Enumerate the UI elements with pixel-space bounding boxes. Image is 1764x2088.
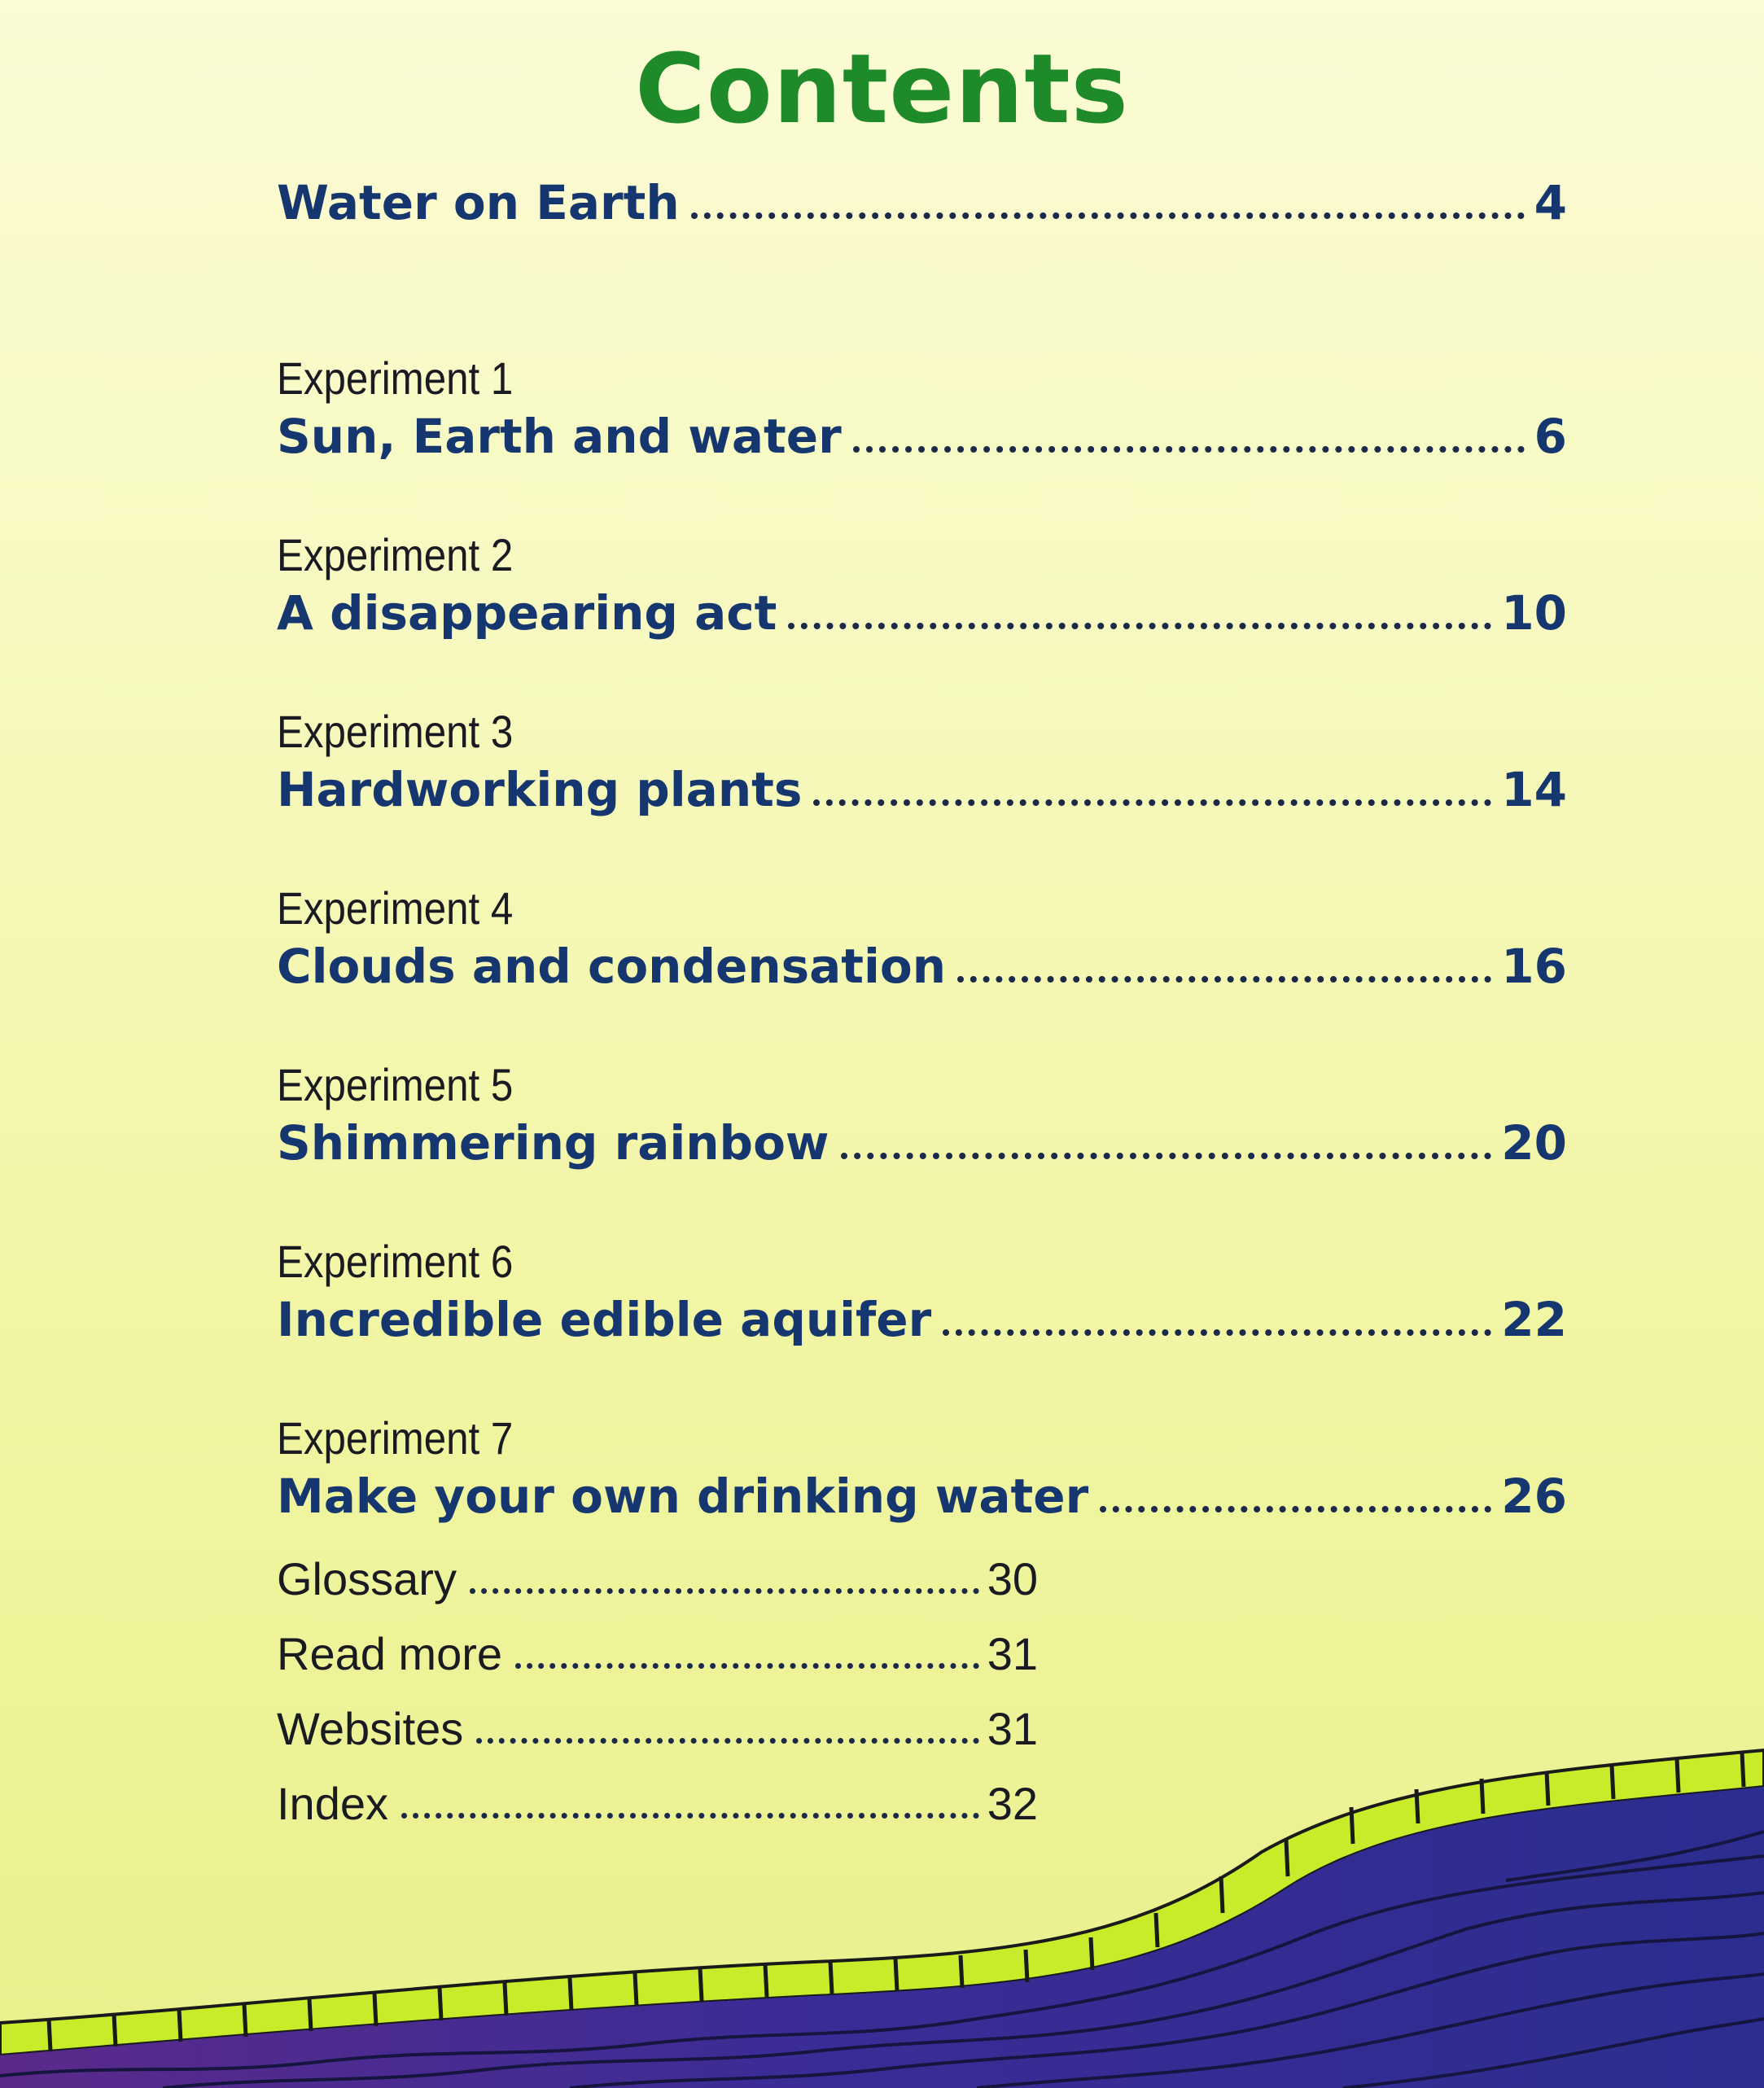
dot-leader [469,1588,979,1594]
toc-list: Water on Earth 4 Experiment 1 Sun, Earth… [277,175,1567,1588]
wave-sea [0,1787,1764,2088]
page-title: Contents [635,33,1129,145]
dot-leader [957,976,1492,983]
toc-entry[interactable]: Experiment 5 Shimmering rainbow 20 [277,1058,1567,1235]
back-matter-label: Glossary [277,1553,457,1604]
wave-lines [0,1830,1764,2088]
back-matter-label: Read more [277,1628,503,1679]
dot-leader [788,623,1492,629]
back-matter-item[interactable]: Index 32 [277,1755,1038,1830]
toc-entry[interactable]: Experiment 6 Incredible edible aquifer 2… [277,1235,1567,1412]
dot-leader [476,1738,979,1744]
dot-leader [943,1329,1492,1336]
back-matter-item[interactable]: Websites 31 [277,1680,1038,1755]
dot-leader [1100,1506,1492,1512]
toc-title: Incredible edible aquifer [277,1292,932,1347]
toc-title: Sun, Earth and water [277,409,842,464]
toc-row: Water on Earth 4 [277,175,1567,230]
dot-leader [840,1153,1492,1159]
dot-leader [852,446,1525,453]
toc-page-number: 16 [1501,939,1567,994]
back-matter-label: Index [277,1778,388,1829]
toc-title: Water on Earth [277,175,680,230]
back-matter-item[interactable]: Glossary 30 [277,1530,1038,1605]
toc-entry[interactable]: Experiment 4 Clouds and condensation 16 [277,882,1567,1058]
back-matter-label: Websites [277,1703,464,1754]
toc-page-number: 22 [1501,1292,1567,1347]
back-matter-page-number: 32 [987,1778,1038,1829]
toc-title: Make your own drinking water [277,1469,1089,1524]
wave-decoration [0,1748,1764,2088]
toc-page-number: 4 [1534,175,1567,230]
dot-leader [690,212,1525,219]
experiment-label: Experiment 7 [277,1412,514,1464]
toc-row: A disappearing act 10 [277,585,1567,641]
toc-row: Make your own drinking water 26 [277,1469,1567,1524]
toc-title: Hardworking plants [277,762,803,817]
back-matter-page-number: 31 [987,1703,1038,1754]
toc-page-number: 26 [1501,1469,1567,1524]
experiment-label: Experiment 4 [277,882,514,934]
toc-page-number: 20 [1501,1115,1567,1171]
toc-row: Clouds and condensation 16 [277,939,1567,994]
experiment-label: Experiment 3 [277,706,514,757]
toc-entry[interactable]: Experiment 1 Sun, Earth and water 6 [277,352,1567,528]
toc-row: Hardworking plants 14 [277,762,1567,817]
toc-page-number: 14 [1501,762,1567,817]
experiment-label: Experiment 2 [277,529,514,580]
toc-entry[interactable]: Experiment 7 Make your own drinking wate… [277,1412,1567,1588]
toc-page-number: 6 [1534,409,1567,464]
toc-row: Incredible edible aquifer 22 [277,1292,1567,1347]
toc-page-number: 10 [1501,585,1567,641]
dot-leader [813,799,1492,806]
back-matter-list: Glossary 30 Read more 31 Websites 31 Ind… [277,1530,1038,1830]
back-matter-page-number: 31 [987,1628,1038,1679]
toc-row: Sun, Earth and water 6 [277,409,1567,464]
toc-title: A disappearing act [277,585,777,641]
back-matter-item[interactable]: Read more 31 [277,1605,1038,1680]
toc-row: Shimmering rainbow 20 [277,1115,1567,1171]
dot-leader [515,1663,979,1669]
back-matter-page-number: 30 [987,1553,1038,1604]
dot-leader [401,1813,979,1819]
experiment-label: Experiment 1 [277,352,514,404]
toc-entry[interactable]: Experiment 2 A disappearing act 10 [277,528,1567,705]
toc-entry[interactable]: Water on Earth 4 [277,175,1567,352]
toc-title: Clouds and condensation [277,939,947,994]
wave-band-ticks [46,1752,1746,2052]
experiment-label: Experiment 6 [277,1236,514,1287]
experiment-label: Experiment 5 [277,1059,514,1110]
toc-entry[interactable]: Experiment 3 Hardworking plants 14 [277,705,1567,882]
toc-title: Shimmering rainbow [277,1115,829,1171]
